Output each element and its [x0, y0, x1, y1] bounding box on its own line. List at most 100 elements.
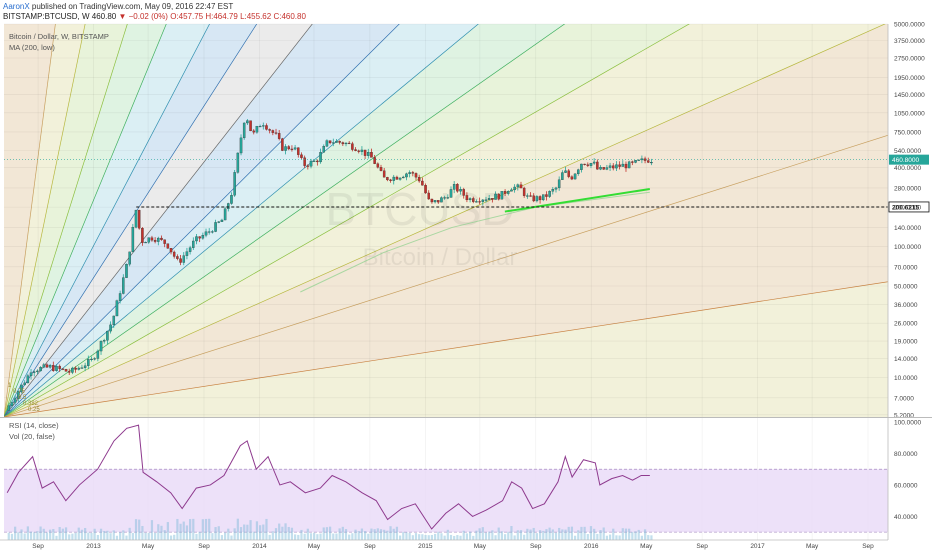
support-level-box	[888, 201, 930, 213]
candle-body	[96, 350, 100, 359]
volume-bar	[109, 533, 112, 540]
volume-bar	[583, 526, 586, 540]
candle-body	[61, 368, 65, 370]
candle-body	[252, 130, 256, 133]
volume-bar	[507, 531, 510, 540]
volume-bar	[411, 535, 414, 540]
fan-line	[4, 134, 888, 417]
candle-body	[475, 201, 478, 203]
price-tick-label: 5000.0000	[894, 22, 925, 29]
volume-bar	[370, 528, 373, 540]
volume-bar	[376, 528, 379, 540]
volume-bar	[249, 520, 252, 540]
volume-bar	[61, 528, 64, 540]
volume-bar	[230, 535, 233, 540]
volume-bar	[201, 519, 204, 540]
volume-bar	[465, 533, 469, 540]
candle-body	[309, 160, 313, 167]
price-tick-label: 70.0000	[894, 264, 918, 271]
volume-bar	[281, 526, 284, 540]
publisher-line: AaronX published on TradingView.com, May…	[3, 2, 233, 11]
price-tick-label: 3750.0000	[894, 38, 925, 45]
candle-body	[421, 180, 424, 186]
candle-body	[182, 255, 186, 263]
candle-body	[599, 167, 602, 170]
candle-body	[300, 154, 303, 158]
volume-bar	[80, 529, 84, 540]
price-tick-label: 50.0000	[894, 284, 918, 291]
rsi-line	[6, 424, 650, 530]
price-tick-label: 280.0000	[894, 185, 921, 192]
volume-bar	[99, 528, 103, 540]
candle-body	[611, 165, 615, 169]
candle-body	[389, 179, 392, 181]
candle-body	[262, 125, 265, 127]
volume-bar	[138, 519, 141, 540]
volume-bar	[497, 527, 500, 540]
candle-body	[576, 169, 580, 175]
volume-bar	[169, 535, 173, 540]
candle-body	[462, 189, 465, 196]
time-tick-label: May	[474, 543, 487, 550]
candle-body	[128, 251, 131, 265]
candle-body	[398, 177, 402, 180]
candle-body	[83, 365, 87, 368]
volume-bar	[58, 527, 61, 540]
time-tick-label: 2015	[418, 543, 433, 550]
candle-body	[268, 129, 271, 131]
candle-body	[640, 158, 644, 161]
fan-ratio-label: 1	[8, 383, 12, 389]
candle-body	[249, 120, 252, 132]
volume-bar	[468, 531, 472, 540]
candle-body	[153, 239, 157, 242]
candle-body	[605, 167, 609, 170]
volume-bar	[612, 528, 615, 540]
candle-body	[646, 160, 650, 163]
volume-bar	[535, 533, 539, 540]
volume-bar	[224, 532, 227, 540]
candle-body	[650, 161, 653, 164]
candle-body	[207, 231, 211, 233]
volume-bar	[532, 527, 535, 540]
volume-bar	[246, 524, 249, 540]
volume-bar	[484, 532, 488, 540]
volume-bar	[150, 520, 154, 540]
volume-bar	[433, 533, 437, 540]
author-link[interactable]: AaronX	[3, 2, 30, 11]
candle-body	[335, 140, 338, 143]
volume-bar	[494, 535, 497, 540]
candle-body	[452, 184, 456, 190]
volume-bar	[7, 532, 10, 540]
volume-bar	[379, 529, 383, 540]
candle-body	[274, 132, 278, 134]
volume-bar	[64, 527, 68, 540]
volume-bar	[322, 527, 325, 540]
time-tick-label: May	[806, 543, 819, 550]
volume-bar	[605, 535, 609, 540]
volume-bar	[258, 525, 262, 540]
candle-body	[122, 277, 125, 294]
volume-bar	[475, 530, 478, 540]
candle-body	[532, 195, 535, 202]
volume-bar	[252, 531, 255, 540]
candle-body	[32, 371, 36, 373]
candle-body	[373, 157, 376, 164]
fan-lines	[4, 24, 888, 417]
candle-body	[615, 164, 618, 169]
candle-body	[93, 358, 96, 360]
candle-body	[522, 187, 526, 196]
volume-bar	[303, 533, 306, 540]
volume-bar	[357, 531, 360, 540]
candle-body	[405, 173, 408, 178]
candle-body	[526, 195, 529, 197]
candle-body	[500, 191, 504, 200]
candle-body	[172, 251, 176, 257]
candle-body	[258, 126, 262, 128]
volume-bar	[208, 518, 211, 540]
candle-body	[624, 163, 628, 169]
trend-line	[504, 188, 650, 213]
candle-body	[347, 142, 351, 144]
volume-bar	[593, 528, 596, 540]
candle-body	[618, 164, 621, 167]
